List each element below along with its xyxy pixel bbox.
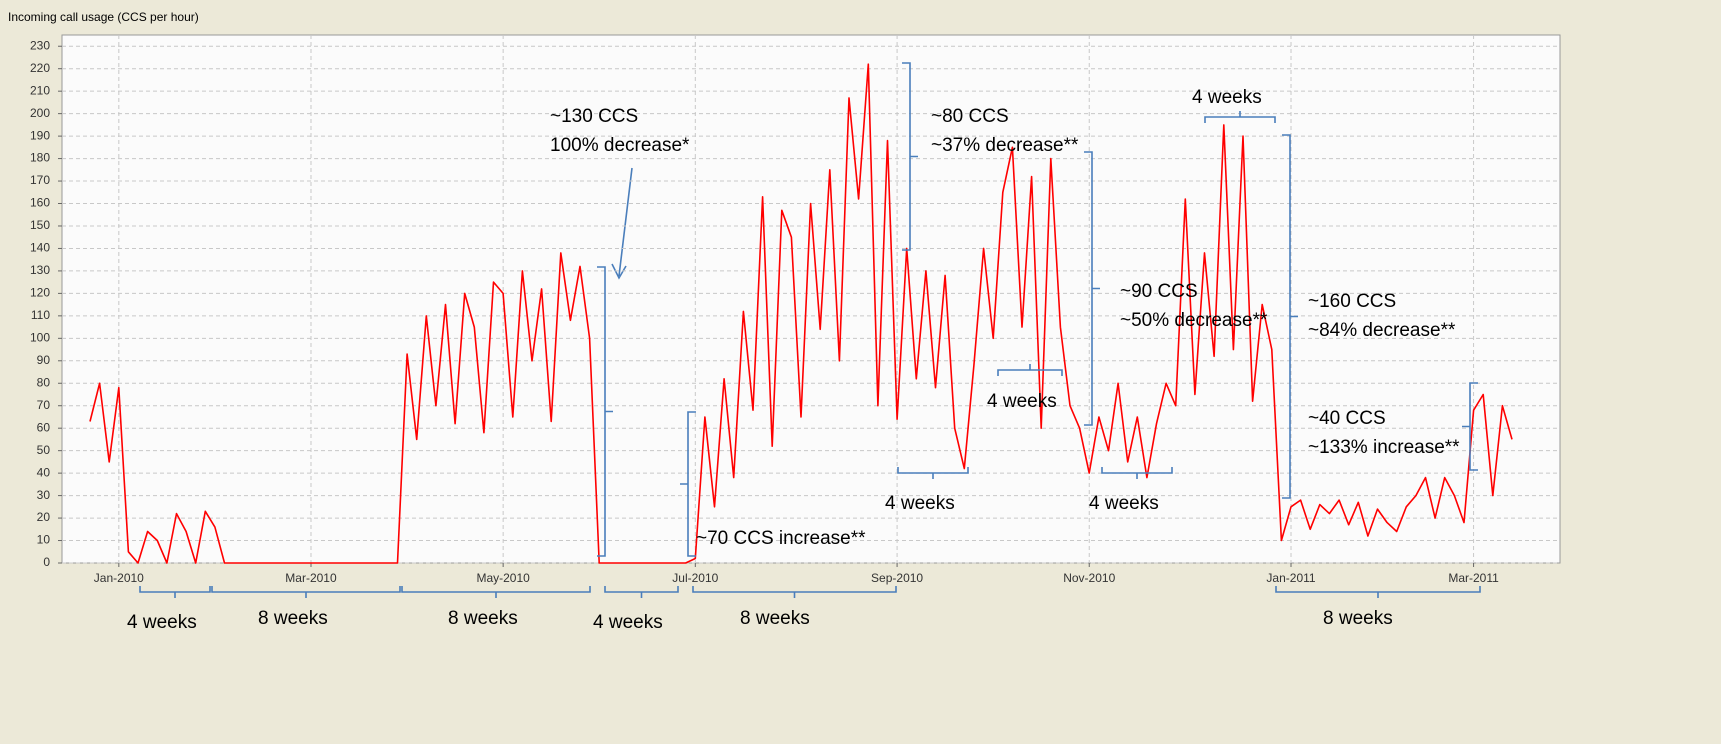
brace [1462, 382, 1478, 471]
brace [897, 467, 969, 479]
brace [997, 364, 1063, 376]
y-tick-label: 200 [30, 106, 50, 120]
plot-area [61, 34, 1561, 564]
y-tick-label: 10 [37, 533, 51, 547]
annotation: 4 weeks [127, 612, 197, 633]
y-tick-label: 50 [37, 443, 51, 457]
brace [211, 586, 401, 598]
y-tick-label: 110 [31, 308, 50, 322]
y-tick-label: 20 [37, 510, 51, 524]
annotation: 8 weeks [1323, 608, 1393, 629]
arrow [611, 167, 633, 280]
annotation: 8 weeks [448, 608, 518, 629]
y-tick-label: 230 [30, 38, 50, 52]
y-tick-label: 40 [37, 465, 51, 479]
annotation: 4 weeks [1089, 493, 1159, 514]
annotation: 4 weeks [593, 612, 663, 633]
x-tick-label: Nov-2010 [1063, 571, 1115, 585]
chart-title: Incoming call usage (CCS per hour) [8, 10, 199, 24]
y-tick-label: 30 [37, 488, 51, 502]
brace [139, 586, 211, 598]
x-tick-label: Jul-2010 [672, 571, 718, 585]
annotation: 4 weeks [987, 391, 1057, 412]
annotation: ~70 CCS increase** [696, 528, 866, 549]
y-tick-label: 190 [30, 128, 50, 142]
y-tick-label: 120 [30, 286, 50, 300]
annotation: ~160 CCS [1308, 291, 1396, 312]
annotation: 100% decrease* [550, 135, 690, 156]
y-tick-label: 130 [30, 263, 50, 277]
brace [1204, 111, 1276, 123]
x-tick-label: Mar-2011 [1448, 571, 1499, 585]
brace [680, 411, 696, 557]
x-tick-label: May-2010 [476, 571, 530, 585]
brace [1282, 134, 1298, 499]
y-tick-label: 60 [37, 420, 51, 434]
annotation: ~84% decrease** [1308, 320, 1456, 341]
y-tick-label: 180 [30, 151, 50, 165]
x-tick-label: Mar-2010 [285, 571, 337, 585]
annotation: 4 weeks [885, 493, 955, 514]
brace [1275, 586, 1481, 598]
annotation: ~90 CCS [1120, 281, 1198, 302]
data-line [89, 63, 1513, 564]
annotation: ~80 CCS [931, 106, 1009, 127]
x-tick-label: Jan-2011 [1266, 571, 1315, 585]
y-tick-label: 210 [30, 83, 50, 97]
brace [1101, 467, 1173, 479]
brace [597, 266, 613, 557]
y-tick-label: 100 [30, 330, 50, 344]
brace [401, 586, 591, 598]
brace [1084, 151, 1100, 426]
annotation: ~133% increase** [1308, 437, 1460, 458]
annotation: ~50% decrease** [1120, 310, 1268, 331]
y-tick-label: 170 [30, 173, 50, 187]
y-tick-label: 80 [37, 375, 51, 389]
annotation: ~40 CCS [1308, 408, 1386, 429]
y-tick-label: 220 [30, 61, 50, 75]
y-tick-label: 160 [30, 196, 50, 210]
x-tick-label: Sep-2010 [871, 571, 923, 585]
annotation: ~130 CCS [550, 106, 638, 127]
y-tick-label: 70 [37, 398, 51, 412]
y-tick-label: 0 [43, 555, 50, 569]
annotation: 8 weeks [258, 608, 328, 629]
annotation: 4 weeks [1192, 87, 1262, 108]
y-tick-label: 90 [37, 353, 51, 367]
annotation: ~37% decrease** [931, 135, 1079, 156]
brace [902, 62, 918, 251]
y-tick-label: 140 [30, 241, 50, 255]
annotation: 8 weeks [740, 608, 810, 629]
y-tick-label: 150 [30, 218, 50, 232]
x-tick-label: Jan-2010 [94, 571, 144, 585]
brace [604, 586, 679, 598]
brace [692, 586, 897, 598]
